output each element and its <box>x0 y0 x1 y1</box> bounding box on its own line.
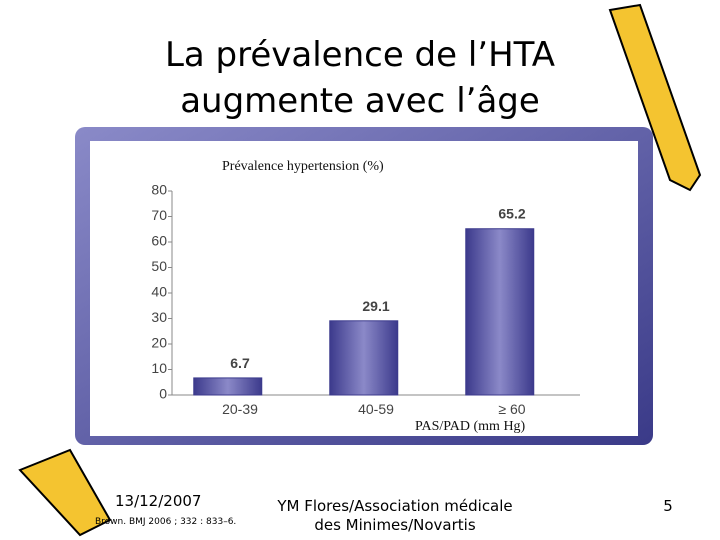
value-label: 6.7 <box>230 355 250 371</box>
y-tick-label: 20 <box>151 335 167 351</box>
x-tick-label: ≥ 60 <box>498 401 525 417</box>
x-tick-label: 40-59 <box>358 401 394 417</box>
bar <box>329 320 399 396</box>
date: 13/12/2007 <box>115 492 201 510</box>
y-tick-label: 70 <box>151 207 167 223</box>
slide-title: La prévalence de l’HTA <box>165 35 555 75</box>
y-tick-label: 10 <box>151 360 167 376</box>
chart: 0 10 20 30 40 50 60 70 80 20-39 6.7 40-59 29.1 ≥ 60 65… <box>151 182 580 417</box>
value-label: 29.1 <box>362 298 389 314</box>
y-tick-label: 30 <box>151 309 167 325</box>
y-tick-label: 80 <box>151 182 167 198</box>
author: des Minimes/Novartis <box>314 516 476 534</box>
y-tick-label: 40 <box>151 284 167 300</box>
x-tick-label: 20-39 <box>222 401 258 417</box>
y-tick-label: 50 <box>151 258 167 274</box>
page-number: 5 <box>663 497 673 515</box>
source: Brown. BMJ 2006 ; 332 : 833–6. <box>95 517 236 527</box>
y-axis-label: Prévalence hypertension (%) <box>222 159 384 174</box>
pencil-decoration <box>18 3 702 537</box>
author: YM Flores/Association médicale <box>276 497 512 515</box>
value-label: 65.2 <box>498 206 525 222</box>
bar <box>465 228 535 396</box>
slide-title: augmente avec l’âge <box>180 81 540 121</box>
bar <box>193 377 263 396</box>
x-axis-label: PAS/PAD (mm Hg) <box>415 419 526 434</box>
y-tick-label: 0 <box>159 386 167 402</box>
y-tick-label: 60 <box>151 233 167 249</box>
